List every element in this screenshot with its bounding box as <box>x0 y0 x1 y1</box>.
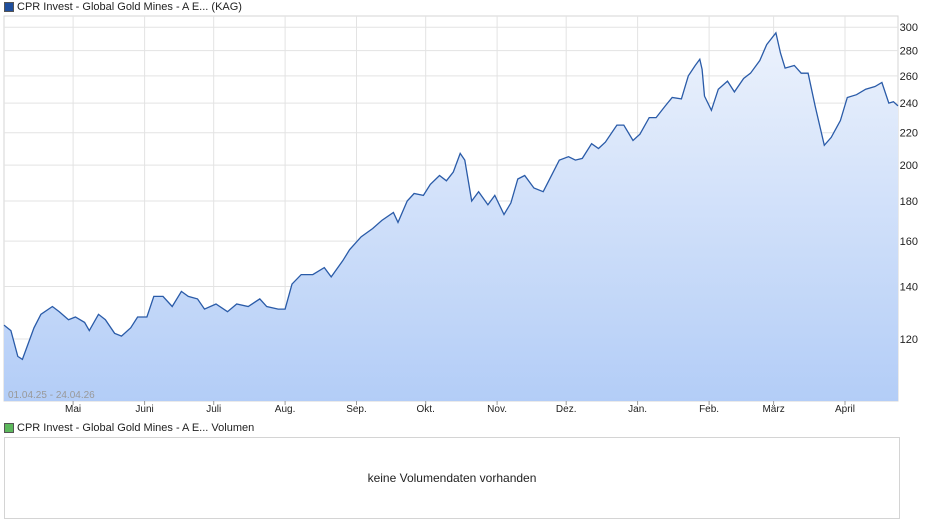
y-tick-label: 140 <box>900 282 918 294</box>
price-legend-label: CPR Invest - Global Gold Mines - A E... … <box>17 1 242 13</box>
y-tick-label: 220 <box>900 128 918 140</box>
volume-legend: CPR Invest - Global Gold Mines - A E... … <box>4 421 254 435</box>
y-axis: 120 140 160 180 200 220 240 260 280 300 <box>900 22 918 346</box>
y-tick-label: 180 <box>900 196 918 208</box>
price-line <box>3 31 899 361</box>
x-tick-label: April <box>835 404 855 415</box>
volume-legend-label: CPR Invest - Global Gold Mines - A E... … <box>17 422 255 434</box>
y-tick-label: 120 <box>900 334 918 346</box>
price-legend: CPR Invest - Global Gold Mines - A E... … <box>4 0 242 14</box>
volume-empty-message: keine Volumendaten vorhanden <box>367 471 537 485</box>
price-chart: 120 140 160 180 200 220 240 260 280 300 Mai Juni Ju… <box>3 15 918 415</box>
y-tick-label: 200 <box>900 160 918 172</box>
x-tick-label: März <box>762 404 784 415</box>
x-tick-label: Sep. <box>346 404 367 415</box>
y-tick-label: 280 <box>900 46 918 58</box>
x-tick-label: Nov. <box>487 404 507 415</box>
x-tick-label: Juni <box>135 404 153 415</box>
x-axis: Mai Juni Juli Aug. Sep. Okt. Nov. Dez. Jan. Feb. M… <box>65 401 855 415</box>
volume-chart: keine Volumendaten vorhanden <box>4 437 900 519</box>
x-tick-label: Okt. <box>417 404 435 415</box>
date-range: 01.04.25 - 24.04.26 <box>8 390 95 401</box>
x-tick-label: Jan. <box>628 404 647 415</box>
y-tick-label: 300 <box>900 22 918 34</box>
y-tick-label: 260 <box>900 71 918 83</box>
price-legend-swatch <box>4 2 14 12</box>
y-tick-label: 240 <box>900 98 918 110</box>
x-tick-label: Juli <box>206 404 221 415</box>
price-area <box>4 32 898 402</box>
x-tick-label: Mai <box>65 404 81 415</box>
x-tick-label: Dez. <box>556 404 577 415</box>
y-tick-label: 160 <box>900 236 918 248</box>
x-tick-label: Feb. <box>699 404 719 415</box>
volume-legend-swatch <box>4 423 14 433</box>
x-tick-label: Aug. <box>275 404 296 415</box>
